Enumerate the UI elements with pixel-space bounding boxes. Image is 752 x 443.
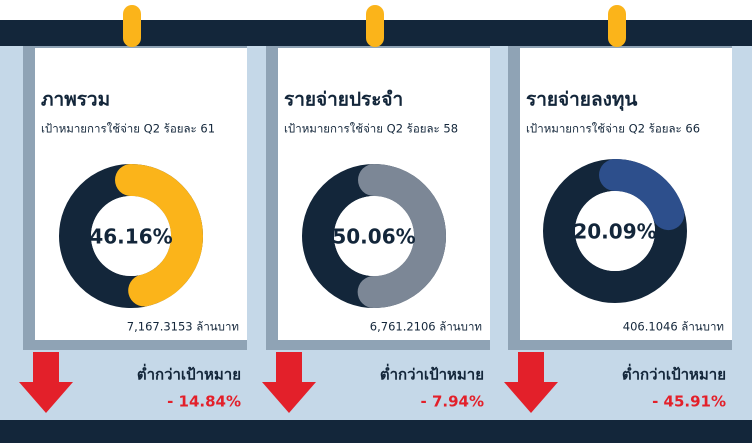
difference: - 14.84%: [167, 393, 241, 411]
donut-hole: [575, 191, 655, 271]
card-subtitle: เป้าหมายการใช้จ่าย Q2 ร้อยละ 61: [41, 122, 215, 136]
amount: 6,761.2106 ล้านบาท: [370, 320, 482, 334]
bottom-band: [0, 420, 752, 443]
donut-arc: [302, 164, 446, 308]
difference: - 7.94%: [421, 393, 485, 411]
difference: - 45.91%: [652, 393, 726, 411]
pin: [123, 5, 141, 47]
card-title: ภาพรวม: [41, 89, 110, 111]
status: ต่ำกว่าเป้าหมาย: [622, 364, 726, 384]
status: ต่ำกว่าเป้าหมาย: [380, 364, 484, 384]
card-title: รายจ่ายลงทุน: [526, 89, 637, 112]
card-title: รายจ่ายประจำ: [284, 89, 403, 111]
donut-label: 20.09%: [573, 220, 656, 244]
donut-arc: [543, 159, 687, 303]
down-arrow: [262, 352, 316, 413]
status: ต่ำกว่าเป้าหมาย: [137, 364, 241, 384]
card-subtitle: เป้าหมายการใช้จ่าย Q2 ร้อยละ 66: [526, 122, 700, 136]
down-arrow: [504, 352, 558, 413]
donut-label: 50.06%: [332, 225, 415, 249]
donut-label: 46.16%: [89, 225, 172, 249]
donut-arc: [59, 164, 203, 308]
donut-hole: [91, 196, 171, 276]
down-arrow: [19, 352, 73, 413]
pin: [366, 5, 384, 47]
card-subtitle: เป้าหมายการใช้จ่าย Q2 ร้อยละ 58: [284, 122, 458, 136]
amount: 406.1046 ล้านบาท: [623, 320, 724, 334]
donut-hole: [334, 196, 414, 276]
amount: 7,167.3153 ล้านบาท: [127, 320, 239, 334]
pin: [608, 5, 626, 47]
